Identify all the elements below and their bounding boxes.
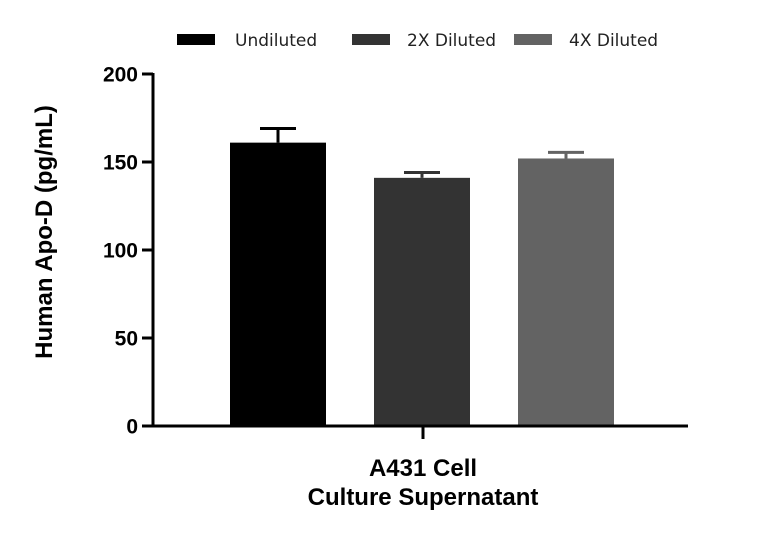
bars — [230, 127, 614, 427]
y-tick-label: 200 — [103, 64, 138, 87]
legend-label-4x-diluted: 4X Diluted — [569, 31, 658, 51]
y-tick-label: 50 — [115, 328, 138, 351]
bar-2x-diluted — [374, 177, 470, 426]
y-axis-title: Human Apo-D (pg/mL) — [31, 105, 58, 359]
x-axis — [151, 424, 688, 439]
legend: Undiluted 2X Diluted 4X Diluted — [177, 31, 658, 51]
y-axis: 0 50 100 150 200 — [103, 64, 155, 439]
legend-label-undiluted: Undiluted — [235, 31, 317, 51]
legend-swatch-undiluted — [177, 34, 215, 45]
legend-label-2x-diluted: 2X Diluted — [407, 31, 496, 51]
y-tick-label: 100 — [103, 240, 138, 263]
legend-swatch-4x-diluted — [514, 34, 552, 45]
axis-titles: A431 Cell Culture Supernatant Human Apo-D … — [31, 105, 538, 511]
y-tick-label: 150 — [103, 152, 138, 175]
y-tick-label: 0 — [126, 416, 138, 439]
bar-4x-diluted — [518, 158, 614, 427]
x-axis-title-line: Culture Supernatant — [308, 484, 539, 511]
x-axis-title: A431 Cell Culture Supernatant — [308, 455, 539, 511]
bar-undiluted — [230, 142, 326, 426]
x-axis-title-line: A431 Cell — [369, 455, 477, 482]
legend-swatch-2x-diluted — [352, 34, 390, 45]
